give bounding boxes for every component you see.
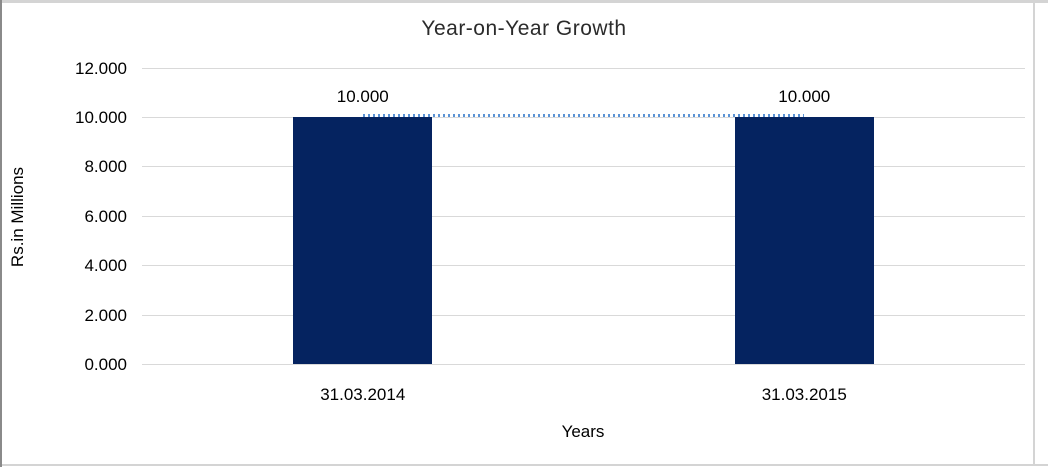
- chart-title: Year-on-Year Growth: [421, 17, 627, 40]
- gridline: [142, 67, 1025, 69]
- x-axis-title: Years: [561, 422, 605, 441]
- bar: [734, 117, 874, 365]
- gridline: [142, 215, 1025, 217]
- connector-dotted-line: [362, 113, 805, 117]
- y-tick-label: 4.000: [84, 256, 127, 276]
- y-tick-label: 8.000: [84, 157, 127, 177]
- gridline: [142, 166, 1025, 168]
- y-tick-label: 10.000: [75, 107, 127, 127]
- chart-border-top: [0, 0, 1048, 3]
- y-tick-label: 6.000: [84, 206, 127, 226]
- y-tick-label: 0.000: [84, 355, 127, 374]
- x-tick-label: 31.03.2015: [761, 384, 847, 404]
- gridline: [142, 314, 1025, 316]
- x-tick-label: 31.03.2014: [320, 384, 406, 404]
- chart-border-left: [0, 0, 2, 467]
- gridline: [142, 265, 1025, 267]
- bar-value-label: 10.000: [778, 87, 831, 107]
- gridline: [142, 116, 1025, 118]
- bar-value-label: 10.000: [336, 87, 389, 107]
- bar: [293, 117, 433, 365]
- y-tick-label: 2.000: [84, 305, 127, 325]
- gridline: [142, 364, 1025, 365]
- y-axis-title: Rs.in Millions: [8, 166, 27, 268]
- chart-border-bottom: [0, 464, 1048, 466]
- chart-border-right: [1033, 3, 1035, 464]
- y-tick-label: 12.000: [75, 58, 127, 78]
